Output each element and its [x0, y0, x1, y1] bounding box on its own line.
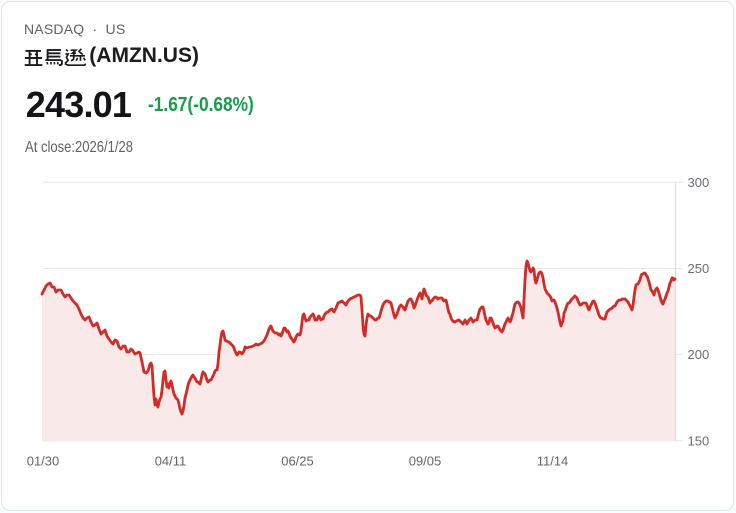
- svg-text:150: 150: [688, 433, 710, 448]
- svg-text:250: 250: [688, 261, 710, 276]
- svg-text:09/05: 09/05: [409, 453, 442, 468]
- svg-text:11/14: 11/14: [537, 453, 569, 468]
- svg-text:06/25: 06/25: [281, 453, 314, 468]
- svg-text:300: 300: [688, 175, 710, 190]
- svg-text:200: 200: [688, 347, 710, 362]
- svg-text:01/30: 01/30: [27, 453, 60, 468]
- svg-text:04/11: 04/11: [155, 453, 187, 468]
